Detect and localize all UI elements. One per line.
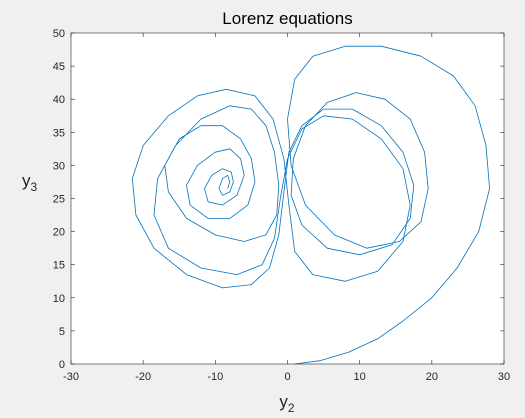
y-tick-label: 5 xyxy=(59,326,65,338)
x-axis-label-base: y xyxy=(279,392,288,411)
y-axis-label-base: y xyxy=(22,171,31,190)
y-tick-label: 35 xyxy=(53,127,65,139)
y-axis-label-subscript: 3 xyxy=(31,180,38,194)
x-tick-label: 30 xyxy=(498,371,510,383)
x-tick-label: 10 xyxy=(354,371,366,383)
y-tick-label: 20 xyxy=(53,227,65,239)
x-ticks: -30 -20 -10 0 10 20 30 xyxy=(63,33,510,383)
trajectory-layer xyxy=(131,45,491,365)
trajectory-line xyxy=(131,45,491,365)
y-tick-label: 50 xyxy=(53,28,65,40)
y-tick-label: 10 xyxy=(53,293,65,305)
x-tick-label: 20 xyxy=(426,371,438,383)
y-tick-label: 40 xyxy=(53,94,65,106)
y-tick-label: 45 xyxy=(53,61,65,73)
chart-title: Lorenz equations xyxy=(222,9,352,28)
x-axis-label: y2 xyxy=(279,392,295,415)
plot-area[interactable] xyxy=(71,33,504,364)
x-tick-label: 0 xyxy=(284,371,290,383)
axes: -30 -20 -10 0 10 20 30 0 5 10 15 20 25 30 35 40 45 50 xyxy=(53,28,510,383)
y-tick-label: 15 xyxy=(53,260,65,272)
x-tick-label: -10 xyxy=(207,371,223,383)
y-tick-label: 30 xyxy=(53,160,65,172)
y-ticks: 0 5 10 15 20 25 30 35 40 45 50 xyxy=(53,28,504,371)
x-axis-label-subscript: 2 xyxy=(288,401,295,415)
x-tick-label: -20 xyxy=(135,371,151,383)
y-tick-label: 0 xyxy=(59,359,65,371)
y-tick-label: 25 xyxy=(53,194,65,206)
x-tick-label: -30 xyxy=(63,371,79,383)
y-axis-label: y3 xyxy=(22,171,38,194)
